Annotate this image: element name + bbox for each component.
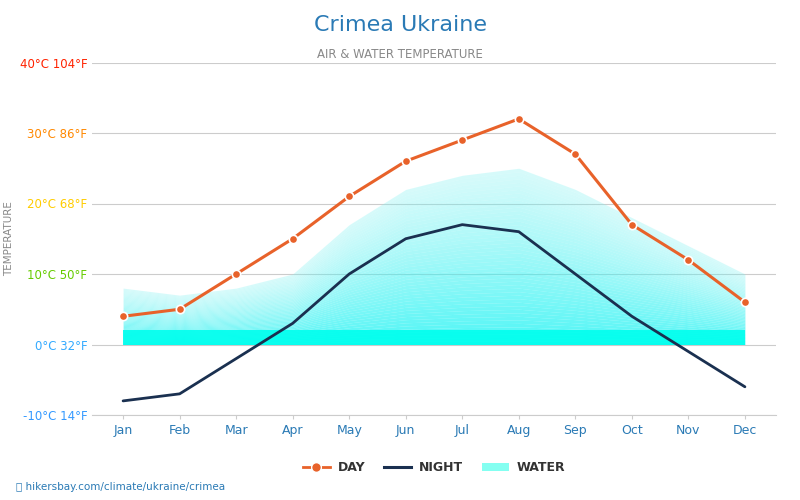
Text: AIR & WATER TEMPERATURE: AIR & WATER TEMPERATURE [317,48,483,60]
Y-axis label: TEMPERATURE: TEMPERATURE [4,202,14,276]
Text: ⦾ hikersbay.com/climate/ukraine/crimea: ⦾ hikersbay.com/climate/ukraine/crimea [16,482,225,492]
Legend: DAY, NIGHT, WATER: DAY, NIGHT, WATER [298,456,570,479]
Text: Crimea Ukraine: Crimea Ukraine [314,15,486,35]
